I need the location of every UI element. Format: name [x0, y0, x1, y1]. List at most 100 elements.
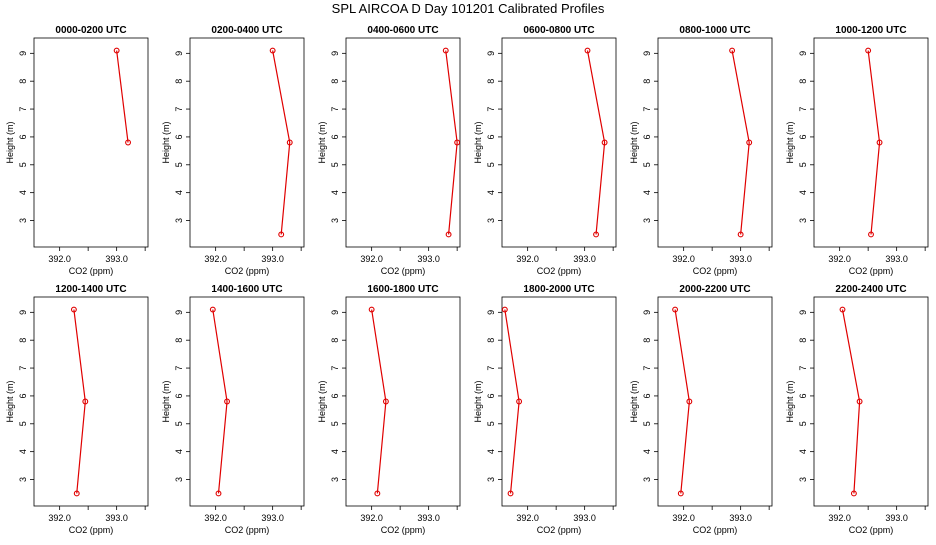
y-tick-label: 8: [798, 338, 808, 343]
series-line: [586, 50, 606, 235]
chart-panel: 2000-2200 UTC 392.0 393.0 CO2 (ppm) 3 4 5 6 7 8 9 H…: [629, 284, 773, 535]
data-point: [856, 398, 863, 405]
panel-title: 1600-1800 UTC: [367, 284, 438, 295]
y-tick-label: 9: [486, 51, 496, 56]
data-point: [113, 47, 120, 54]
y-tick-label: 7: [18, 107, 28, 112]
data-point: [865, 47, 872, 54]
y-axis-label: Height (m): [5, 380, 15, 422]
y-tick-label: 4: [642, 190, 652, 195]
y-axis-label: Height (m): [161, 121, 171, 163]
y-tick-label: 5: [642, 421, 652, 426]
y-tick-label: 7: [18, 366, 28, 371]
y-tick-label: 6: [18, 134, 28, 139]
y-tick-label: 5: [174, 162, 184, 167]
y-tick-label: 3: [18, 477, 28, 482]
x-axis-label: CO2 (ppm): [381, 266, 426, 276]
x-tick-label: 392.0: [672, 513, 695, 523]
chart-panel: 0000-0200 UTC 392.0 393.0 CO2 (ppm) 3 4 5 6 7 8 9 H…: [5, 25, 149, 276]
y-tick-label: 4: [798, 449, 808, 454]
data-point: [454, 139, 461, 146]
plot-frame: [813, 37, 929, 248]
plot-frame: [33, 37, 149, 248]
panel-title: 0000-0200 UTC: [55, 25, 126, 36]
data-point: [125, 139, 132, 146]
data-point: [374, 490, 381, 497]
y-tick-label: 7: [330, 366, 340, 371]
data-point: [729, 47, 736, 54]
data-point: [746, 139, 753, 146]
panel-title: 0400-0600 UTC: [367, 25, 438, 36]
data-point: [876, 139, 883, 146]
y-tick-label: 8: [174, 338, 184, 343]
data-point: [269, 47, 276, 54]
page-title: SPL AIRCOA D Day 101201 Calibrated Profi…: [332, 1, 605, 16]
y-tick-label: 5: [798, 162, 808, 167]
y-tick-label: 7: [798, 366, 808, 371]
y-tick-label: 7: [642, 107, 652, 112]
y-tick-label: 4: [798, 190, 808, 195]
y-axis-label: Height (m): [629, 121, 639, 163]
chart-panel: 1000-1200 UTC 392.0 393.0 CO2 (ppm) 3 4 5 6 7 8 9 H…: [785, 25, 929, 276]
data-point: [382, 398, 389, 405]
data-point: [442, 47, 449, 54]
y-tick-label: 9: [798, 51, 808, 56]
y-tick-label: 7: [486, 366, 496, 371]
plot-frame: [33, 296, 149, 507]
x-tick-label: 393.0: [261, 513, 284, 523]
panel-title: 1000-1200 UTC: [835, 25, 906, 36]
data-point: [224, 398, 231, 405]
y-tick-label: 8: [330, 338, 340, 343]
y-tick-label: 8: [18, 79, 28, 84]
data-point: [737, 231, 744, 238]
x-tick-label: 392.0: [828, 513, 851, 523]
y-tick-label: 8: [642, 338, 652, 343]
y-tick-label: 6: [798, 134, 808, 139]
plot-frame: [501, 296, 617, 507]
panel-title: 1200-1400 UTC: [55, 284, 126, 295]
y-tick-label: 9: [330, 51, 340, 56]
x-axis-label: CO2 (ppm): [225, 525, 270, 535]
y-tick-label: 7: [486, 107, 496, 112]
x-tick-label: 393.0: [105, 513, 128, 523]
y-tick-label: 9: [486, 310, 496, 315]
data-point: [209, 306, 216, 313]
series-line: [867, 50, 881, 235]
y-tick-label: 4: [330, 449, 340, 454]
y-tick-label: 6: [486, 393, 496, 398]
data-point: [215, 490, 222, 497]
y-tick-label: 4: [174, 449, 184, 454]
x-axis-label: CO2 (ppm): [381, 525, 426, 535]
y-tick-label: 3: [486, 218, 496, 223]
data-point: [868, 231, 874, 238]
y-axis-label: Height (m): [785, 121, 795, 163]
series-line: [841, 309, 861, 494]
x-tick-label: 393.0: [573, 254, 596, 264]
plot-frame: [813, 296, 929, 507]
chart-panel: 0800-1000 UTC 392.0 393.0 CO2 (ppm) 3 4 5 6 7 8 9 H…: [629, 25, 773, 276]
plot-frame: [657, 296, 773, 507]
series-line: [731, 50, 750, 235]
y-tick-label: 8: [18, 338, 28, 343]
y-tick-label: 5: [174, 421, 184, 426]
x-tick-label: 392.0: [672, 254, 695, 264]
y-tick-label: 9: [18, 310, 28, 315]
plot-frame: [657, 37, 773, 248]
panel-title: 0600-0800 UTC: [523, 25, 594, 36]
x-tick-label: 393.0: [729, 254, 752, 264]
y-tick-label: 3: [642, 477, 652, 482]
y-tick-label: 5: [642, 162, 652, 167]
series-line: [212, 309, 228, 494]
y-tick-label: 3: [798, 218, 808, 223]
y-tick-label: 4: [18, 449, 28, 454]
y-tick-label: 9: [642, 51, 652, 56]
x-tick-label: 393.0: [261, 254, 284, 264]
y-axis-label: Height (m): [785, 380, 795, 422]
chart-panel: 0600-0800 UTC 392.0 393.0 CO2 (ppm) 3 4 5 6 7 8 9 H…: [473, 25, 617, 276]
y-tick-label: 4: [18, 190, 28, 195]
data-point: [672, 306, 679, 313]
x-tick-label: 393.0: [573, 513, 596, 523]
y-tick-label: 9: [18, 51, 28, 56]
